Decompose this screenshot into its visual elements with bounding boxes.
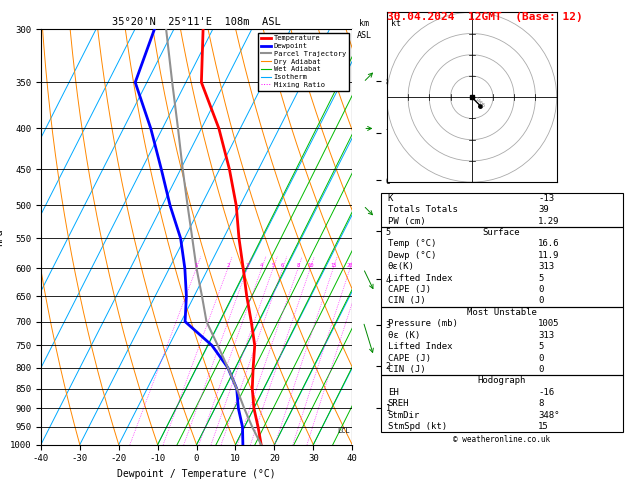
Text: 1005: 1005 [538,319,559,328]
Text: km: km [359,19,369,28]
Text: θε (K): θε (K) [388,330,420,340]
Text: 0: 0 [538,296,543,305]
Text: CAPE (J): CAPE (J) [388,353,431,363]
Text: 0: 0 [538,285,543,294]
Y-axis label: hPa: hPa [0,228,4,246]
Text: 6: 6 [281,263,284,268]
Text: 4: 4 [477,99,481,104]
X-axis label: Dewpoint / Temperature (°C): Dewpoint / Temperature (°C) [117,469,276,479]
Text: Temp (°C): Temp (°C) [388,240,436,248]
Text: 6: 6 [480,101,482,106]
Text: Lifted Index: Lifted Index [388,274,452,282]
Text: 313: 313 [538,330,554,340]
Text: 15: 15 [330,263,337,268]
Text: K: K [388,194,393,203]
Bar [381,307,623,375]
Text: Surface: Surface [483,228,520,237]
Text: -13: -13 [538,194,554,203]
Text: Pressure (mb): Pressure (mb) [388,319,458,328]
Text: 5: 5 [538,274,543,282]
Text: Totals Totals: Totals Totals [388,205,458,214]
Text: 1.29: 1.29 [538,217,559,226]
Text: 30.04.2024  12GMT  (Base: 12): 30.04.2024 12GMT (Base: 12) [387,12,582,22]
Text: PW (cm): PW (cm) [388,217,425,226]
Text: 15: 15 [538,422,548,431]
Text: 16.6: 16.6 [538,240,559,248]
Text: EH: EH [388,388,399,397]
Text: LCL: LCL [338,428,350,434]
Bar [381,192,623,227]
Text: 8: 8 [482,104,485,108]
Text: 39: 39 [538,205,548,214]
Text: -16: -16 [538,388,554,397]
Text: Lifted Index: Lifted Index [388,342,452,351]
Text: CIN (J): CIN (J) [388,296,425,305]
Text: 2: 2 [476,97,479,102]
Title: 35°20'N  25°11'E  108m  ASL: 35°20'N 25°11'E 108m ASL [112,17,281,27]
Text: 2: 2 [226,263,230,268]
Text: CAPE (J): CAPE (J) [388,285,431,294]
Text: Hodograph: Hodograph [477,376,526,385]
Text: 20: 20 [347,263,353,268]
Text: 4: 4 [260,263,264,268]
Text: kt: kt [391,18,401,28]
Text: ASL: ASL [357,31,372,39]
Text: StmDir: StmDir [388,411,420,419]
Text: SREH: SREH [388,399,409,408]
Text: 8: 8 [538,399,543,408]
Bar [381,227,623,307]
Text: θε(K): θε(K) [388,262,415,271]
Text: 5: 5 [538,342,543,351]
Text: 0: 0 [538,365,543,374]
Text: 3: 3 [246,263,249,268]
Bar [381,375,623,432]
Text: StmSpd (kt): StmSpd (kt) [388,422,447,431]
Text: Dewp (°C): Dewp (°C) [388,251,436,260]
Text: 5: 5 [272,263,275,268]
Text: Most Unstable: Most Unstable [467,308,537,317]
Text: 0: 0 [538,353,543,363]
Text: 348°: 348° [538,411,559,419]
Text: 10: 10 [307,263,313,268]
Text: 313: 313 [538,262,554,271]
Text: © weatheronline.co.uk: © weatheronline.co.uk [453,435,550,444]
Text: CIN (J): CIN (J) [388,365,425,374]
Text: 11.9: 11.9 [538,251,559,260]
Text: 1: 1 [195,263,198,268]
Text: 8: 8 [296,263,299,268]
Legend: Temperature, Dewpoint, Parcel Trajectory, Dry Adiabat, Wet Adiabat, Isotherm, Mi: Temperature, Dewpoint, Parcel Trajectory… [258,33,348,90]
